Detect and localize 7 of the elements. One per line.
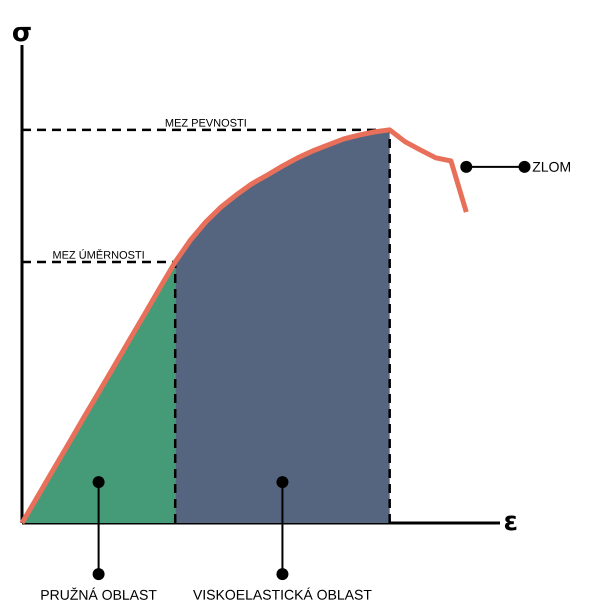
text: ZLOM xyxy=(532,162,570,172)
ref-line-label: MEZ PEVNOSTI xyxy=(166,118,246,127)
text: VISKOELASTICKÁ OBLAST xyxy=(193,587,372,600)
x-axis-title: ε xyxy=(504,516,516,530)
ref-line-label: MEZ ÚMĚRNOSTI xyxy=(53,249,144,259)
text: PRUŽNÁ OBLAST xyxy=(41,587,157,600)
y-axis-title: σ xyxy=(12,26,31,42)
